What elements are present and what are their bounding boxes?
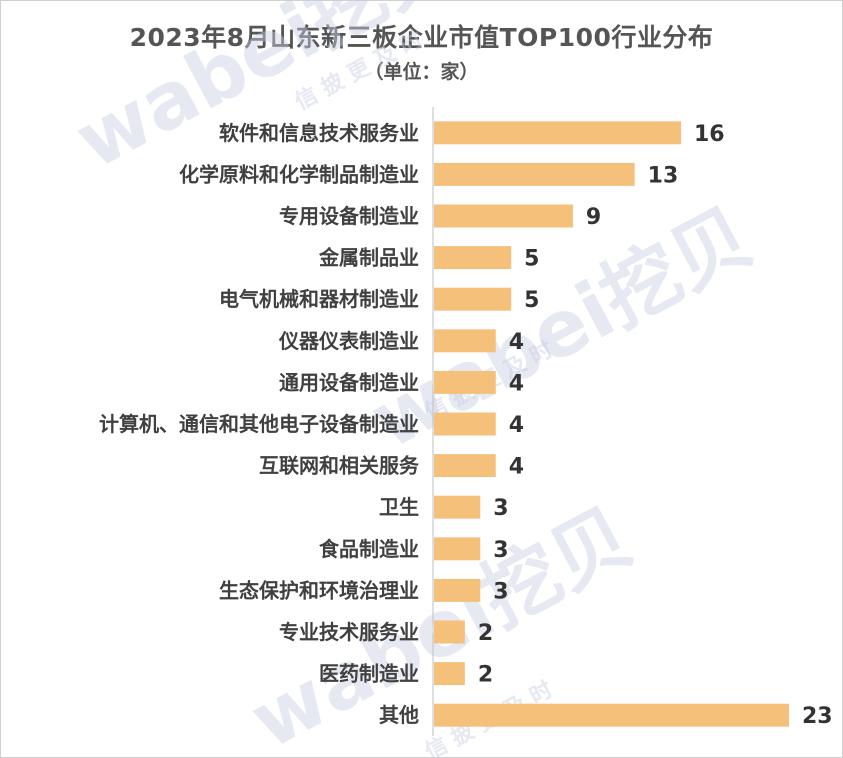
value-label: 5 <box>524 288 539 313</box>
value-label: 23 <box>802 704 833 729</box>
bar <box>434 578 481 602</box>
category-label: 专用设备制造业 <box>279 204 419 228</box>
value-label: 2 <box>478 663 493 688</box>
bar <box>434 662 465 686</box>
value-label: 4 <box>509 413 524 438</box>
category-label: 生态保护和环境治理业 <box>219 578 419 602</box>
category-label: 食品制造业 <box>319 537 419 561</box>
category-label: 其他 <box>379 703 419 727</box>
category-label: 医药制造业 <box>319 662 419 686</box>
category-label: 电气机械和器材制造业 <box>219 287 419 311</box>
category-label: 通用设备制造业 <box>279 370 419 394</box>
value-label: 9 <box>586 205 601 230</box>
bar <box>434 329 496 353</box>
value-label: 3 <box>493 579 508 604</box>
bar <box>434 246 512 270</box>
bar <box>434 287 512 311</box>
watermark-brand: wabei挖贝 <box>62 0 472 187</box>
bar <box>434 412 496 436</box>
value-label: 4 <box>509 371 524 396</box>
category-label: 计算机、通信和其他电子设备制造业 <box>99 412 419 436</box>
value-label: 13 <box>648 163 679 188</box>
bar <box>434 162 635 186</box>
category-label: 仪器仪表制造业 <box>278 329 419 353</box>
bar <box>434 703 789 727</box>
category-label: 化学原料和化学制品制造业 <box>179 162 419 186</box>
bar <box>434 204 573 228</box>
bar <box>434 620 465 644</box>
value-label: 5 <box>524 247 539 272</box>
chart-title: 2023年8月山东新三板企业市值TOP100行业分布 <box>129 23 714 52</box>
bar <box>434 495 481 519</box>
value-label: 3 <box>493 496 508 521</box>
value-label: 4 <box>509 455 524 480</box>
category-label: 软件和信息技术服务业 <box>219 121 419 145</box>
chart-subtitle: （单位：家） <box>364 61 479 83</box>
category-label: 专业技术服务业 <box>279 620 419 644</box>
bar <box>434 537 481 561</box>
category-label: 卫生 <box>379 495 419 519</box>
bar <box>434 121 681 145</box>
category-label: 金属制品业 <box>318 246 419 270</box>
bar <box>434 370 496 394</box>
category-label: 互联网和相关服务 <box>259 454 420 478</box>
value-label: 2 <box>478 621 493 646</box>
bar <box>434 454 496 478</box>
bars-group: 软件和信息技术服务业 16 化学原料和化学制品制造业 13 专用设备制造业 9 金属制品业 5… <box>99 121 833 729</box>
value-label: 3 <box>493 538 508 563</box>
value-label: 16 <box>694 122 725 147</box>
value-label: 4 <box>509 330 524 355</box>
